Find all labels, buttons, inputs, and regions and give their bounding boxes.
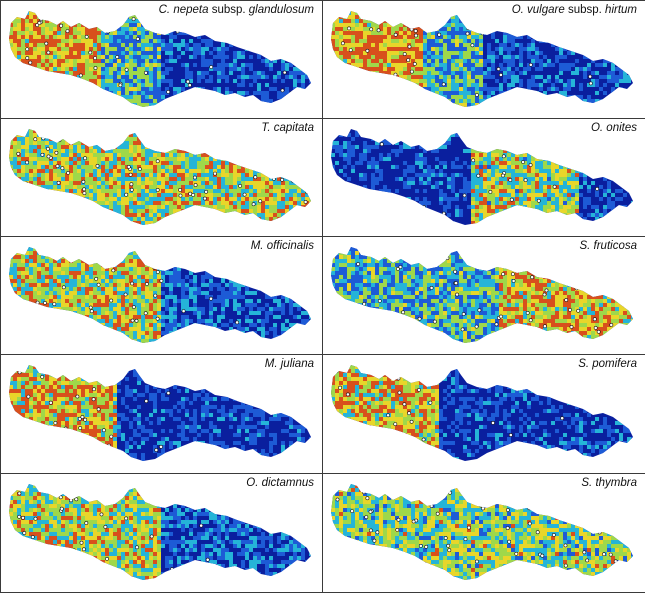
species-label: S. thymbra [581, 477, 637, 489]
species-label: M. officinalis [251, 240, 314, 252]
island-map [9, 247, 311, 343]
map-panel-c-nepeta: C. nepeta subsp. glandulosum [0, 0, 323, 119]
suitability-raster [331, 247, 633, 343]
species-label: O. vulgare subsp. hirtum [512, 4, 637, 16]
island-map [331, 129, 633, 225]
suitability-raster [9, 129, 311, 225]
species-label: S. pomifera [578, 358, 637, 370]
map-panel-s-fruticosa: S. fruticosa [322, 236, 645, 355]
map-panel-o-dictamnus: O. dictamnus [0, 473, 323, 593]
island-map [9, 484, 311, 580]
island-map [331, 247, 633, 343]
species-label: O. onites [591, 122, 637, 134]
island-map [331, 11, 633, 107]
species-label-part: T. capitata [261, 122, 314, 134]
species-label-part: O. vulgare [511, 4, 565, 16]
island-map [331, 365, 633, 461]
island-map [9, 11, 311, 107]
species-label-part: hirtum [605, 4, 637, 16]
map-panel-m-officinalis: M. officinalis [0, 236, 323, 355]
species-label-part: S. pomifera [578, 358, 637, 370]
map-panel-m-juliana: M. juliana [0, 354, 323, 474]
suitability-raster [9, 365, 311, 461]
map-panel-t-capitata: T. capitata [0, 118, 323, 237]
species-label-part: S. thymbra [581, 477, 637, 489]
map-panel-s-thymbra: S. thymbra [322, 473, 645, 593]
species-label-part: M. officinalis [250, 240, 314, 252]
island-map [9, 365, 311, 461]
species-label-part: subsp. [564, 4, 606, 16]
island-map [9, 129, 311, 225]
species-label: S. fruticosa [579, 240, 637, 252]
island-map [331, 484, 633, 580]
species-label-part: C. nepeta [158, 4, 209, 16]
species-label-part: O. dictamnus [246, 477, 314, 489]
species-label-part: glandulosum [248, 4, 314, 16]
species-label-part: M. juliana [264, 358, 314, 370]
map-panel-o-onites: O. onites [322, 118, 645, 237]
species-label: M. juliana [265, 358, 314, 370]
species-label: T. capitata [261, 122, 314, 134]
species-label-part: subsp. [208, 4, 249, 16]
species-label-part: O. onites [590, 122, 637, 134]
suitability-raster [331, 484, 633, 580]
species-label: C. nepeta subsp. glandulosum [159, 4, 314, 16]
species-label: O. dictamnus [246, 477, 314, 489]
species-label-part: S. fruticosa [579, 240, 637, 252]
map-panel-s-pomifera: S. pomifera [322, 354, 645, 474]
map-panel-o-vulgare: O. vulgare subsp. hirtum [322, 0, 645, 119]
suitability-raster [331, 129, 633, 225]
